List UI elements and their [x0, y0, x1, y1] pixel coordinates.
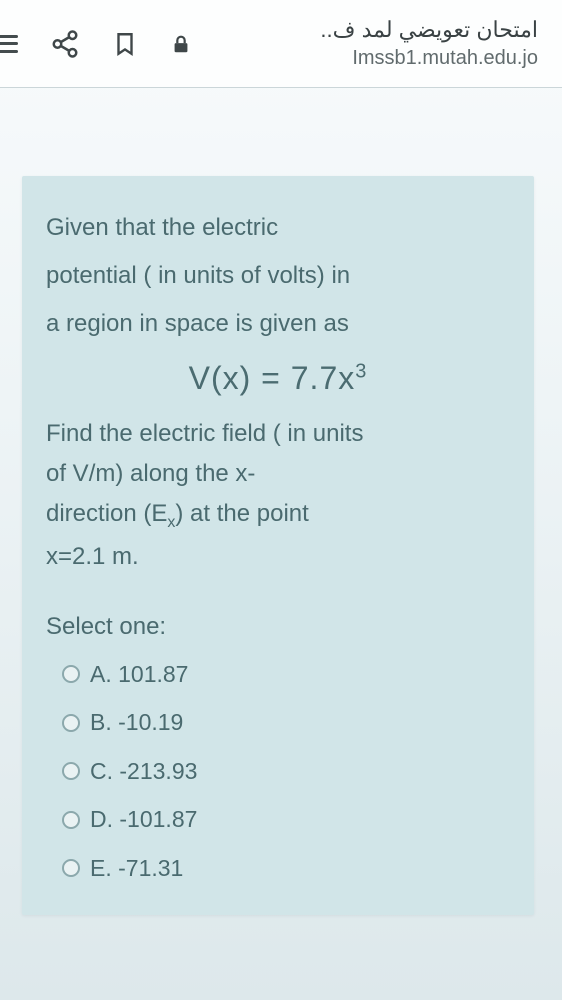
share-icon[interactable]: [50, 29, 80, 59]
formula-body: V(x) = 7.7x: [189, 360, 356, 396]
radio-icon[interactable]: [62, 665, 80, 683]
option-d[interactable]: D. -101.87: [62, 802, 510, 837]
option-e[interactable]: E. -71.31: [62, 851, 510, 886]
select-one-label: Select one:: [46, 609, 510, 645]
option-a[interactable]: A. 101.87: [62, 657, 510, 692]
question-line: potential ( in units of volts) in: [46, 258, 510, 294]
page-title: امتحان تعويضي لمد ف..: [320, 17, 538, 43]
question-line: Find the electric field ( in units: [46, 416, 510, 452]
text-fragment: ) at the point: [175, 500, 308, 527]
formula: V(x) = 7.7x3: [46, 354, 510, 402]
question-line: of V/m) along the x-: [46, 456, 510, 492]
option-label: C. -213.93: [90, 754, 197, 789]
radio-icon[interactable]: [62, 714, 80, 732]
radio-icon[interactable]: [62, 811, 80, 829]
text-fragment: direction (E: [46, 500, 167, 527]
bookmark-icon[interactable]: [112, 29, 138, 59]
option-label: D. -101.87: [90, 802, 197, 837]
screen: امتحان تعويضي لمد ف.. Imssb1.mutah.edu.j…: [0, 0, 562, 1000]
options-list: A. 101.87 B. -10.19 C. -213.93 D. -101.8…: [46, 657, 510, 886]
question-line: a region in space is given as: [46, 306, 510, 342]
question-line: x=2.1 m.: [46, 539, 510, 575]
radio-icon[interactable]: [62, 859, 80, 877]
option-label: B. -10.19: [90, 705, 183, 740]
question-line: Given that the electric: [46, 210, 510, 246]
lock-icon[interactable]: [170, 31, 192, 57]
option-c[interactable]: C. -213.93: [62, 754, 510, 789]
option-label: A. 101.87: [90, 657, 188, 692]
menu-icon[interactable]: [0, 35, 18, 53]
content-area: Given that the electric potential ( in u…: [0, 88, 562, 1000]
topbar-title-area: امتحان تعويضي لمد ف.. Imssb1.mutah.edu.j…: [192, 17, 556, 70]
browser-topbar: امتحان تعويضي لمد ف.. Imssb1.mutah.edu.j…: [0, 0, 562, 88]
question-line: direction (Ex) at the point: [46, 496, 510, 535]
question-card: Given that the electric potential ( in u…: [22, 176, 534, 915]
formula-exponent: 3: [355, 360, 367, 382]
option-b[interactable]: B. -10.19: [62, 705, 510, 740]
option-label: E. -71.31: [90, 851, 183, 886]
radio-icon[interactable]: [62, 762, 80, 780]
topbar-actions: [0, 29, 192, 59]
page-url: Imssb1.mutah.edu.jo: [352, 47, 538, 70]
